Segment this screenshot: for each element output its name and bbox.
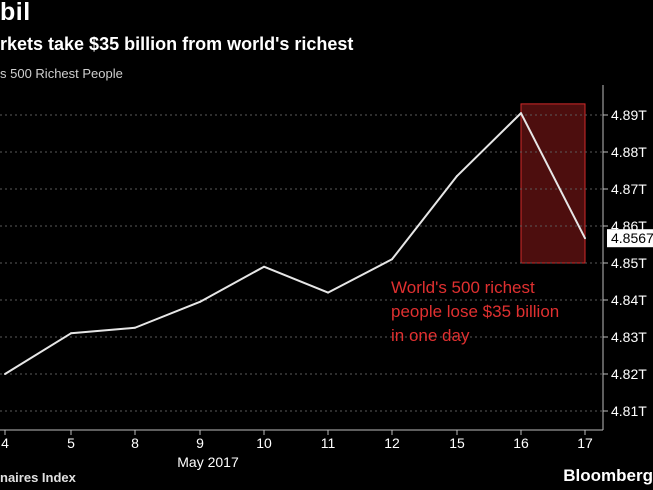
x-tick-label: 17 (577, 435, 593, 451)
annotation-text: in one day (391, 326, 470, 345)
x-tick-label: 16 (513, 435, 529, 451)
bloomberg-logo: Bloomberg (563, 466, 653, 485)
data-point (134, 326, 136, 329)
x-tick-label: 4 (1, 435, 9, 451)
x-tick-label: 5 (67, 435, 75, 451)
chart-subtitle: rkets take $35 billion from world's rich… (0, 34, 354, 54)
y-tick-label: 4.81T (611, 403, 647, 419)
y-tick-label: 4.89T (611, 107, 647, 123)
last-value-label: 4.8567 (611, 230, 653, 246)
y-tick-label: 4.82T (611, 366, 647, 382)
annotation-text: people lose $35 billion (391, 302, 559, 321)
y-tick-label: 4.84T (611, 292, 647, 308)
data-point (327, 291, 329, 294)
y-tick-label: 4.83T (611, 329, 647, 345)
x-tick-label: 9 (196, 435, 204, 451)
data-point (4, 373, 6, 375)
y-tick-label: 4.88T (611, 144, 647, 160)
source-note: naires Index (0, 470, 76, 485)
last-value-box (607, 229, 653, 248)
series-line (4, 112, 586, 375)
x-tick-label: 12 (384, 435, 400, 451)
data-point (456, 175, 458, 178)
y-tick-label: 4.85T (611, 255, 647, 271)
chart-headline: bil (0, 0, 31, 26)
data-point (584, 237, 586, 240)
x-tick-label: 15 (449, 435, 465, 451)
series-legend-label: s 500 Richest People (0, 66, 123, 81)
data-point (70, 332, 72, 335)
x-tick-label: 11 (321, 435, 336, 451)
x-tick-label: 10 (256, 435, 272, 451)
x-group-label: May 2017 (177, 454, 239, 470)
data-point (520, 112, 522, 115)
annotation-text: World's 500 richest (391, 278, 535, 297)
y-tick-label: 4.87T (611, 181, 647, 197)
data-point (263, 265, 265, 268)
x-tick-label: 8 (131, 435, 139, 451)
highlight-box (520, 103, 586, 264)
data-point (391, 258, 393, 261)
data-point (199, 300, 201, 303)
